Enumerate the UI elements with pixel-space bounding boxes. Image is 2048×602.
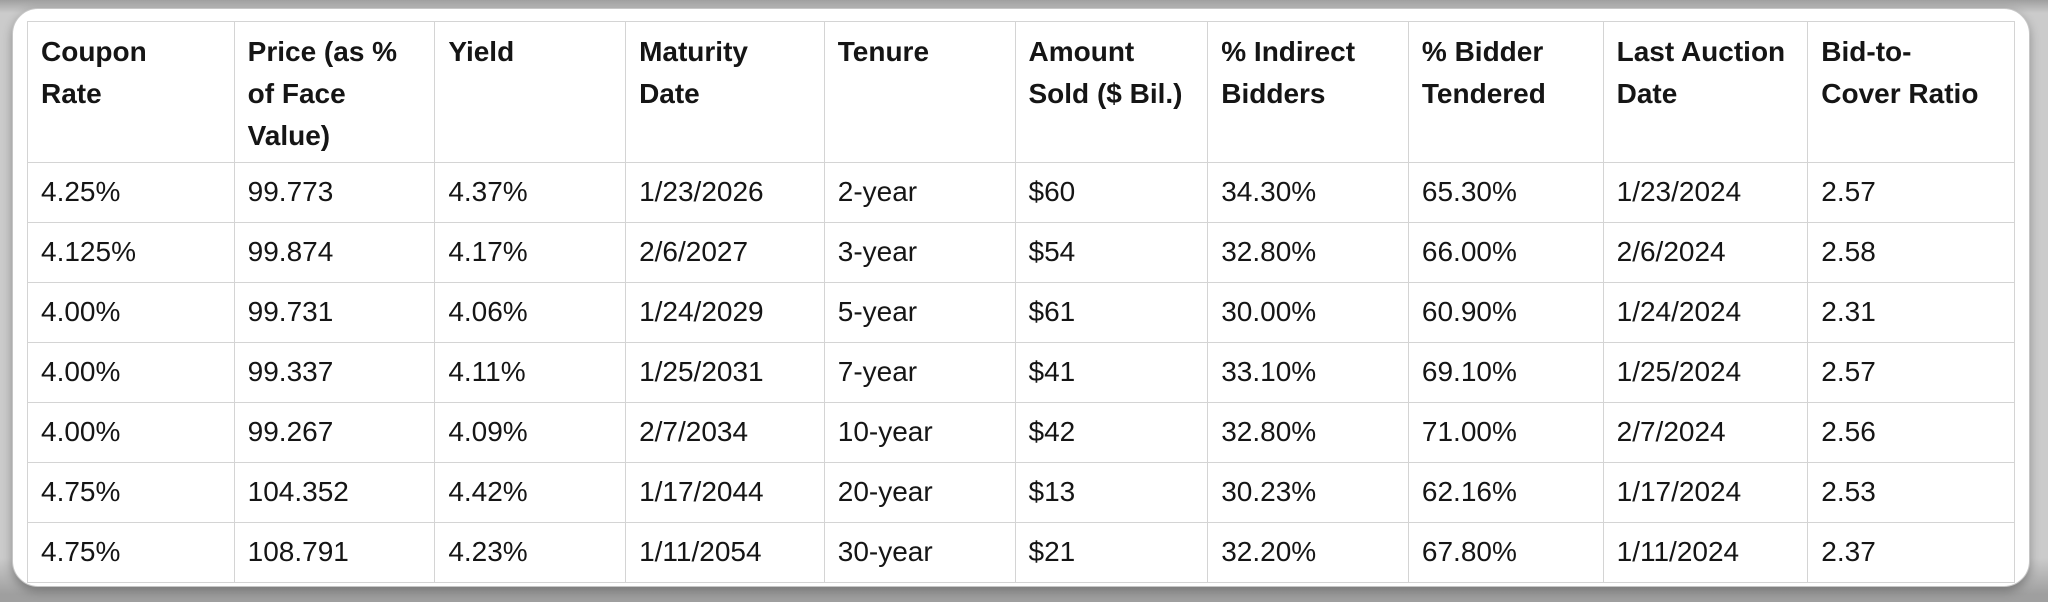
table-cell: 7-year [823,342,1016,403]
table-cell: 1/23/2026 [625,162,825,223]
table-cell: 62.16% [1407,462,1604,523]
table-cell: $21 [1014,522,1209,583]
table-row: 4.75% 104.352 4.42% 1/17/2044 20-year $13 30.2… [27,462,2015,523]
table-row: 4.00% 99.267 4.09% 2/7/2034 10-year $42 32.80%… [27,402,2015,463]
table-row: 4.00% 99.731 4.06% 1/24/2029 5-year $61 30.00%… [27,282,2015,343]
table-cell: 4.37% [434,162,627,223]
table-cell: $13 [1014,462,1209,523]
column-header-amount-sold: Amount Sold ($ Bil.) [1014,21,1209,163]
column-header-indirect-bidders: % Indirect Bidders [1207,21,1409,163]
table-cell: 4.17% [434,222,627,283]
table-cell: 99.337 [233,342,436,403]
table-cell: 99.731 [233,282,436,343]
table-cell: 2.56 [1807,402,2015,463]
table-cell: 2/6/2024 [1602,222,1809,283]
table-cell: 4.06% [434,282,627,343]
table-cell: 4.00% [27,282,235,343]
table-cell: 34.30% [1207,162,1409,223]
table-cell: 1/17/2044 [625,462,825,523]
table-cell: 67.80% [1407,522,1604,583]
table-card: Coupon Rate Price (as % of Face Value) Y… [12,8,2030,587]
table-cell: 4.23% [434,522,627,583]
column-header-price: Price (as % of Face Value) [233,21,436,163]
table-cell: 30.00% [1207,282,1409,343]
table-cell: 4.125% [27,222,235,283]
header-row: Coupon Rate Price (as % of Face Value) Y… [27,21,2015,163]
table-cell: 2-year [823,162,1016,223]
table-cell: 104.352 [233,462,436,523]
table-cell: 99.874 [233,222,436,283]
table-cell: 30.23% [1207,462,1409,523]
table-cell: 2/6/2027 [625,222,825,283]
table-cell: 60.90% [1407,282,1604,343]
table-cell: 2.37 [1807,522,2015,583]
table-cell: 65.30% [1407,162,1604,223]
column-header-yield: Yield [434,21,627,163]
table-cell: 20-year [823,462,1016,523]
table-cell: $41 [1014,342,1209,403]
table-cell: 33.10% [1207,342,1409,403]
table-cell: 4.00% [27,342,235,403]
table-cell: 32.80% [1207,222,1409,283]
table-cell: 69.10% [1407,342,1604,403]
table-cell: $61 [1014,282,1209,343]
table-cell: 1/25/2031 [625,342,825,403]
table-cell: 3-year [823,222,1016,283]
column-header-coupon-rate: Coupon Rate [27,21,235,163]
table-cell: 1/11/2054 [625,522,825,583]
table-cell: 30-year [823,522,1016,583]
table-cell: 1/24/2029 [625,282,825,343]
table-cell: 4.00% [27,402,235,463]
table-cell: $54 [1014,222,1209,283]
column-header-bid-to-cover: Bid-to- Cover Ratio [1807,21,2015,163]
table-cell: 32.20% [1207,522,1409,583]
column-header-bidder-tendered: % Bidder Tendered [1407,21,1604,163]
column-header-maturity-date: Maturity Date [625,21,825,163]
table-cell: 2.57 [1807,162,2015,223]
table-cell: $60 [1014,162,1209,223]
table-cell: 4.11% [434,342,627,403]
table-cell: 2.31 [1807,282,2015,343]
table-row: 4.25% 99.773 4.37% 1/23/2026 2-year $60 34.30%… [27,162,2015,223]
table-cell: 1/17/2024 [1602,462,1809,523]
table-cell: 2/7/2024 [1602,402,1809,463]
table-cell: $42 [1014,402,1209,463]
table-cell: 99.267 [233,402,436,463]
treasury-auction-table: Coupon Rate Price (as % of Face Value) Y… [27,21,2015,583]
table-cell: 4.42% [434,462,627,523]
table-row: 4.75% 108.791 4.23% 1/11/2054 30-year $21 32.2… [27,522,2015,583]
table-cell: 66.00% [1407,222,1604,283]
table-cell: 4.09% [434,402,627,463]
table-cell: 5-year [823,282,1016,343]
table-cell: 1/24/2024 [1602,282,1809,343]
table-cell: 4.75% [27,522,235,583]
table-cell: 2.57 [1807,342,2015,403]
table-cell: 1/25/2024 [1602,342,1809,403]
table-cell: 2.53 [1807,462,2015,523]
table-cell: 108.791 [233,522,436,583]
table-cell: 1/11/2024 [1602,522,1809,583]
table-row: 4.125% 99.874 4.17% 2/6/2027 3-year $54 32.80%… [27,222,2015,283]
table-cell: 32.80% [1207,402,1409,463]
table-cell: 1/23/2024 [1602,162,1809,223]
table-cell: 71.00% [1407,402,1604,463]
table-cell: 2.58 [1807,222,2015,283]
table-cell: 4.75% [27,462,235,523]
table-body: 4.25% 99.773 4.37% 1/23/2026 2-year $60 34.30%… [27,162,2015,583]
table-cell: 4.25% [27,162,235,223]
table-cell: 99.773 [233,162,436,223]
column-header-last-auction-date: Last Auction Date [1602,21,1809,163]
table-cell: 2/7/2034 [625,402,825,463]
column-header-tenure: Tenure [823,21,1016,163]
table-cell: 10-year [823,402,1016,463]
table-row: 4.00% 99.337 4.11% 1/25/2031 7-year $41 33.10%… [27,342,2015,403]
